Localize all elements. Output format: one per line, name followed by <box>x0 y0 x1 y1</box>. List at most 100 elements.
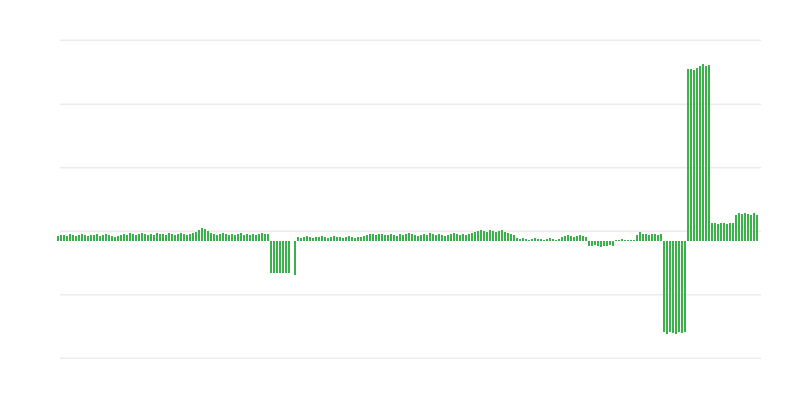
bar <box>672 241 674 333</box>
bar <box>129 233 131 241</box>
bar <box>282 241 284 273</box>
bar <box>480 230 482 241</box>
bar <box>57 236 59 241</box>
bar <box>411 234 413 241</box>
bar <box>531 239 533 241</box>
bar <box>585 237 587 241</box>
bar <box>303 237 305 241</box>
bar <box>84 235 86 241</box>
bar <box>567 235 569 241</box>
bar <box>498 231 500 241</box>
bar <box>408 233 410 241</box>
bar <box>87 236 89 241</box>
bar <box>192 233 194 241</box>
bar <box>327 238 329 241</box>
bar <box>255 235 257 241</box>
bar <box>171 234 173 241</box>
bar <box>345 237 347 241</box>
bar <box>738 213 740 241</box>
bar <box>534 238 536 241</box>
bar <box>699 66 701 241</box>
bar <box>507 233 509 241</box>
bar <box>90 235 92 241</box>
bar <box>645 234 647 241</box>
bar <box>675 241 677 334</box>
bar <box>153 235 155 241</box>
bar <box>318 237 320 241</box>
bar <box>231 234 233 241</box>
bar <box>234 235 236 241</box>
bar <box>540 239 542 241</box>
bar <box>432 234 434 241</box>
bar <box>471 233 473 241</box>
bar <box>270 241 272 273</box>
bar <box>132 234 134 241</box>
bar <box>591 241 593 246</box>
bar <box>81 234 83 241</box>
bar <box>267 234 269 241</box>
bar <box>687 69 689 241</box>
bar <box>363 236 365 241</box>
bar <box>639 232 641 241</box>
bar <box>396 236 398 241</box>
bar <box>375 235 377 241</box>
bar <box>462 234 464 241</box>
bar <box>453 233 455 241</box>
bar <box>447 235 449 241</box>
bar <box>438 234 440 241</box>
bar <box>69 234 71 241</box>
bar <box>573 237 575 241</box>
bar <box>120 235 122 241</box>
gridline <box>60 293 761 296</box>
bar <box>729 223 731 241</box>
bar <box>537 239 539 241</box>
bar <box>435 235 437 241</box>
bar-series <box>57 64 758 334</box>
bar <box>525 239 527 241</box>
bar <box>633 240 635 241</box>
bar <box>138 234 140 241</box>
bar <box>288 241 290 273</box>
bar <box>564 236 566 241</box>
bar <box>747 214 749 241</box>
bar <box>258 234 260 241</box>
bar <box>105 234 107 241</box>
bar <box>663 241 665 332</box>
bar <box>309 237 311 241</box>
bar <box>279 241 281 273</box>
bar <box>306 236 308 241</box>
bar <box>504 232 506 241</box>
bar <box>576 236 578 241</box>
bar <box>726 224 728 241</box>
bar <box>66 236 68 241</box>
bar <box>210 233 212 241</box>
bar <box>612 241 614 246</box>
bar <box>186 235 188 241</box>
bar <box>705 66 707 241</box>
bar <box>489 230 491 241</box>
gridline <box>60 230 761 232</box>
gridline <box>60 103 761 105</box>
bar <box>690 69 692 241</box>
bar <box>330 237 332 241</box>
bar <box>198 230 200 241</box>
bar <box>174 235 176 241</box>
bar <box>405 234 407 241</box>
bar <box>555 240 557 241</box>
bar <box>378 234 380 241</box>
bar <box>441 235 443 241</box>
bar <box>522 238 524 241</box>
bar <box>603 241 605 246</box>
bar <box>321 236 323 241</box>
bar <box>474 232 476 241</box>
bar <box>513 235 515 241</box>
bar <box>213 234 215 241</box>
bar <box>393 235 395 241</box>
bar <box>123 234 125 241</box>
bar <box>228 235 230 241</box>
bar <box>294 241 296 275</box>
bar <box>615 240 617 241</box>
bar <box>180 233 182 241</box>
